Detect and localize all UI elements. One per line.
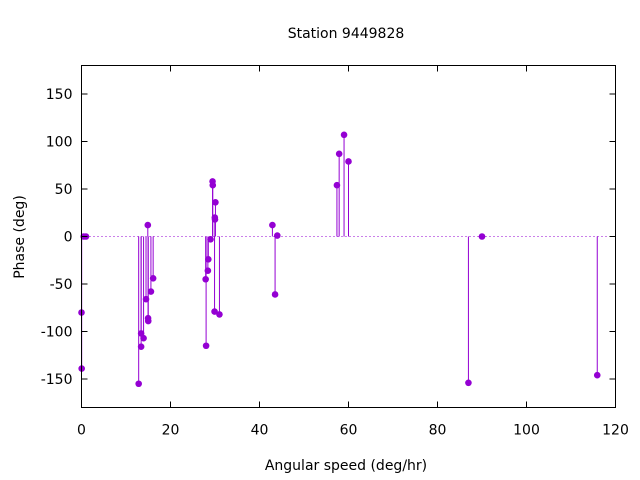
data-point — [345, 158, 352, 165]
y-tick-label: 0 — [64, 230, 73, 246]
data-point — [333, 181, 341, 189]
chart-title: Station 9449828 — [288, 26, 405, 42]
x-tick-label: 100 — [513, 423, 540, 439]
x-axis-title: Angular speed (deg/hr) — [265, 458, 427, 474]
data-point — [465, 379, 472, 387]
x-tick-label: 120 — [602, 423, 629, 439]
data-point — [269, 221, 276, 229]
y-tick-label: 100 — [46, 135, 73, 151]
data-point — [211, 308, 218, 315]
x-tick-label: 80 — [429, 423, 447, 439]
data-point — [205, 255, 212, 263]
data-point — [144, 221, 152, 229]
y-tick-label: -100 — [41, 325, 73, 341]
y-tick-label: 50 — [55, 182, 73, 198]
data-point — [149, 275, 157, 282]
data-point — [207, 236, 214, 243]
data-point — [204, 267, 212, 275]
data-point — [478, 233, 486, 240]
data-point — [135, 380, 142, 388]
data-point — [593, 371, 601, 379]
y-axis-title: Phase (deg) — [12, 195, 28, 279]
data-point — [212, 199, 219, 206]
y-tick-label: 150 — [46, 87, 73, 103]
data-point — [274, 232, 281, 239]
ticks-layer: 0 20 40 60 80 100 120 -150 -100 -50 0 50 100 150 — [41, 65, 629, 439]
data-point — [202, 342, 210, 350]
data-point — [271, 291, 279, 298]
x-tick-label: 20 — [162, 423, 180, 439]
data-point — [147, 288, 155, 295]
x-tick-label: 60 — [340, 423, 358, 439]
data-point — [140, 334, 147, 342]
data-point — [340, 131, 348, 139]
x-tick-label: 40 — [251, 423, 269, 439]
data-point — [209, 181, 217, 189]
data-point — [137, 343, 145, 351]
data-point — [216, 311, 223, 318]
marks-layer — [78, 131, 601, 388]
y-tick-label: -150 — [41, 372, 73, 388]
y-tick-label: -50 — [50, 277, 73, 293]
data-point — [144, 317, 152, 325]
data-point — [335, 150, 343, 158]
x-tick-label: 0 — [77, 423, 86, 439]
